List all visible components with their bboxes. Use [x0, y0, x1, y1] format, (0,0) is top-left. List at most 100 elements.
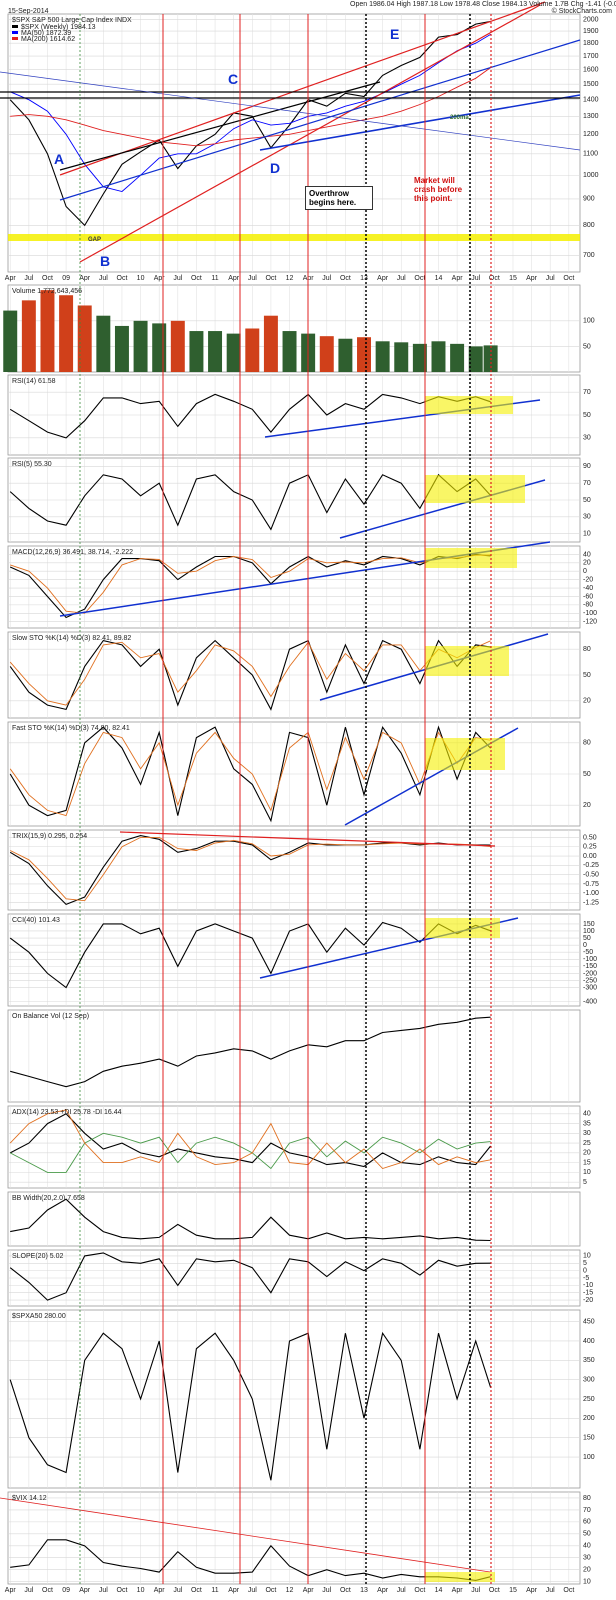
x-tick-label: Apr — [228, 275, 240, 282]
x-tick-label: Apr — [377, 1587, 389, 1594]
volume-bar — [263, 315, 278, 372]
y-tick-label: 20 — [583, 560, 591, 567]
y-tick-label: 40 — [583, 1543, 591, 1550]
y-tick-label: 50 — [583, 935, 591, 942]
x-tick-label: 15 — [509, 1587, 517, 1594]
y-tick-label: -1.25 — [583, 899, 599, 906]
y-tick-label: 1700 — [583, 53, 599, 60]
x-tick-label: Oct — [414, 275, 425, 282]
y-tick-label: 30 — [583, 1555, 591, 1562]
y-tick-label: 5 — [583, 1260, 587, 1267]
chart-subtitle: 15-Sep-2014 — [8, 8, 49, 15]
x-tick-label: Jul — [99, 1587, 108, 1594]
series-line — [9, 921, 491, 989]
series-line — [10, 34, 491, 192]
x-tick-label: Apr — [228, 1587, 240, 1594]
y-tick-label: -0.25 — [583, 862, 599, 869]
x-tick-label: Oct — [340, 1587, 351, 1594]
x-tick-label: Jul — [397, 275, 406, 282]
y-tick-label: 1600 — [583, 67, 599, 74]
y-tick-label: 100 — [583, 318, 595, 325]
x-tick-label: Jul — [546, 1587, 555, 1594]
gap-label: GAP — [88, 237, 102, 243]
y-tick-label: -50 — [583, 949, 593, 956]
highlight — [425, 548, 517, 568]
panel-title: On Balance Vol (12 Sep) — [12, 1013, 89, 1020]
y-tick-label: -100 — [583, 956, 597, 963]
y-tick-label: -400 — [583, 999, 597, 1006]
y-tick-label: 30 — [583, 1130, 591, 1137]
y-tick-label: -1.00 — [583, 890, 599, 897]
volume-bar — [152, 323, 167, 372]
x-tick-label: Oct — [563, 275, 574, 282]
y-tick-label: 25 — [583, 1140, 591, 1147]
y-tick-label: 150 — [583, 921, 595, 928]
y-tick-label: -80 — [583, 602, 593, 609]
volume-bar — [40, 290, 55, 372]
panel-title: $SPXA50 280.00 — [12, 1313, 66, 1320]
x-tick-label: Oct — [191, 275, 202, 282]
chart-header: Open 1986.04 High 1987.18 Low 1978.48 Cl… — [350, 1, 616, 8]
panel-title: SLOPE(20) 5.02 — [12, 1253, 63, 1260]
legend-swatch — [12, 31, 18, 34]
y-tick-label: 20 — [583, 1150, 591, 1157]
x-tick-label: Apr — [5, 1587, 17, 1594]
y-tick-label: -60 — [583, 593, 593, 600]
series-line — [10, 554, 491, 614]
x-tick-label: 12 — [286, 1587, 294, 1594]
volume-bar — [357, 337, 371, 372]
volume-bar — [133, 320, 148, 372]
y-tick-label: 15 — [583, 1159, 591, 1166]
y-tick-label: 1800 — [583, 40, 599, 47]
point-label: D — [270, 160, 281, 176]
x-tick-label: Oct — [265, 275, 276, 282]
x-tick-label: Oct — [414, 1587, 425, 1594]
x-tick-label: Apr — [154, 275, 166, 282]
volume-bar — [226, 333, 241, 372]
y-tick-label: 100 — [583, 928, 595, 935]
x-tick-label: Oct — [191, 1587, 202, 1594]
callout: Market will crash before this point. — [414, 176, 463, 203]
y-tick-label: 40 — [583, 1111, 591, 1118]
y-tick-label: 35 — [583, 1120, 591, 1127]
x-tick-label: Oct — [42, 275, 53, 282]
x-tick-label: Oct — [563, 1587, 574, 1594]
y-tick-label: 20 — [583, 698, 591, 705]
y-tick-label: 800 — [583, 222, 595, 229]
x-tick-label: 11 — [211, 1587, 218, 1594]
y-tick-label: 50 — [583, 343, 591, 350]
y-tick-label: 1100 — [583, 151, 598, 158]
y-tick-label: -0.75 — [583, 881, 599, 888]
volume-bar — [114, 325, 129, 372]
y-tick-label: 30 — [583, 514, 591, 521]
y-tick-label: 0 — [583, 1267, 587, 1274]
volume-bar — [245, 328, 260, 372]
y-tick-label: 80 — [583, 646, 591, 653]
x-tick-label: Apr — [5, 275, 17, 282]
x-tick-label: 09 — [62, 1587, 70, 1594]
series-line — [9, 1109, 491, 1170]
x-tick-label: 12 — [286, 275, 294, 282]
volume-bar — [170, 320, 185, 372]
volume-bar — [189, 331, 204, 372]
y-tick-label: -100 — [583, 610, 597, 617]
callout: Overthrow begins here. — [305, 186, 373, 210]
y-tick-label: 0 — [583, 568, 587, 575]
y-tick-label: 200 — [583, 1415, 595, 1422]
y-tick-label: 1300 — [583, 113, 599, 120]
trendline — [0, 1497, 491, 1573]
y-tick-label: -120 — [583, 619, 597, 626]
point-label: E — [390, 26, 400, 42]
x-tick-label: Oct — [265, 1587, 276, 1594]
y-tick-label: -10 — [583, 1282, 593, 1289]
series-line — [9, 1331, 492, 1481]
y-tick-label: 300 — [583, 1376, 595, 1383]
y-tick-label: 0.50 — [583, 834, 597, 841]
volume-bar — [3, 310, 18, 372]
y-tick-label: -150 — [583, 963, 597, 970]
y-tick-label: 50 — [583, 672, 591, 679]
legend-swatch — [12, 37, 18, 40]
trendline — [259, 94, 581, 151]
y-tick-label: 10 — [583, 1578, 591, 1585]
